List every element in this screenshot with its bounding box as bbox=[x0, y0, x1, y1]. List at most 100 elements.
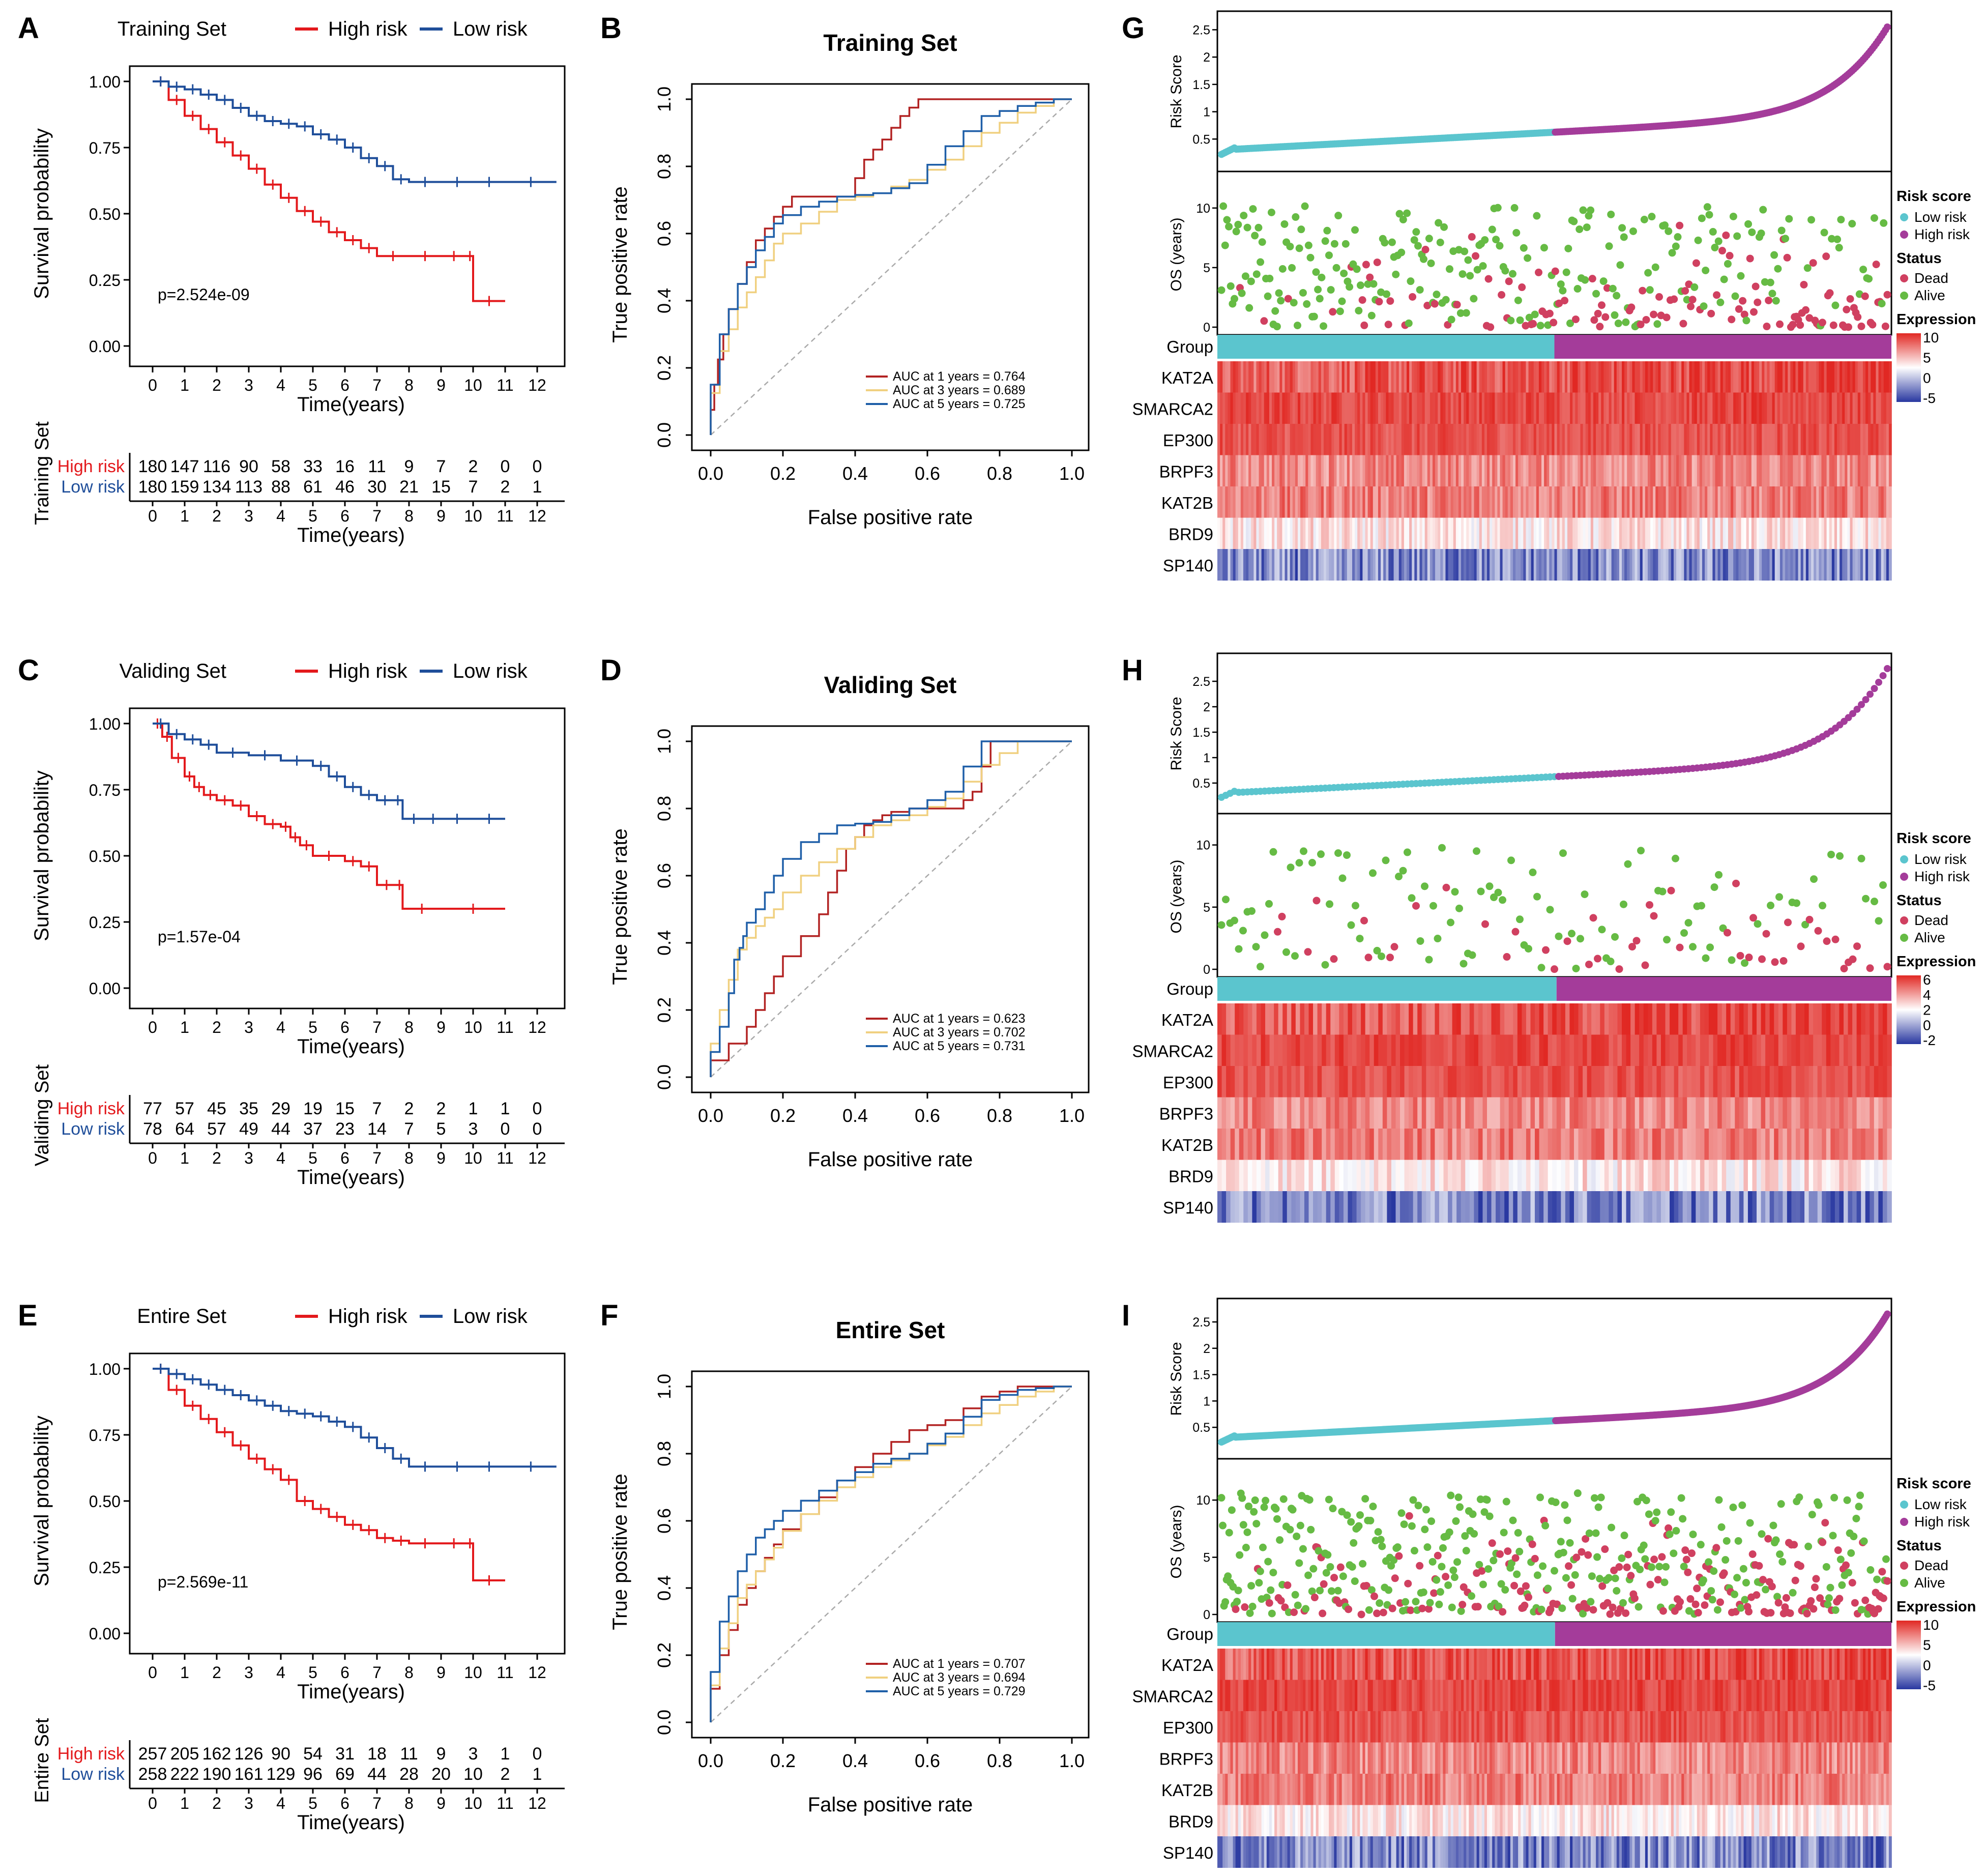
heatmap-cell bbox=[1339, 486, 1343, 518]
heatmap-cell bbox=[1404, 1160, 1409, 1192]
heatmap-cell bbox=[1622, 486, 1625, 518]
heatmap-cell bbox=[1343, 1034, 1349, 1066]
os-point-alive bbox=[1447, 315, 1455, 324]
os-point-alive bbox=[1744, 220, 1753, 228]
heatmap-cell bbox=[1840, 392, 1843, 424]
os-point-alive bbox=[1340, 269, 1348, 277]
heatmap-cell bbox=[1852, 486, 1856, 518]
heatmap-cell bbox=[1573, 1191, 1579, 1223]
heatmap-cell bbox=[1746, 517, 1749, 550]
heatmap-cell bbox=[1375, 455, 1379, 487]
heatmap-cell bbox=[1228, 549, 1231, 581]
heatmap-cell bbox=[1505, 549, 1508, 581]
heatmap-cell bbox=[1533, 361, 1537, 393]
heatmap-cell bbox=[1746, 361, 1749, 393]
y-tick-label: 2 bbox=[1203, 1342, 1210, 1356]
heatmap-cell bbox=[1843, 1003, 1849, 1035]
heatmap-cell bbox=[1492, 392, 1496, 424]
heatmap-cell bbox=[1339, 361, 1343, 393]
heatmap-cell bbox=[1656, 1191, 1661, 1223]
heatmap-cell bbox=[1387, 1097, 1392, 1129]
heatmap-cell bbox=[1650, 486, 1653, 518]
os-point-alive bbox=[1706, 943, 1714, 951]
x-tick-label: 4 bbox=[276, 1018, 285, 1036]
heatmap-cell bbox=[1715, 549, 1718, 581]
heatmap-cell bbox=[1360, 424, 1363, 455]
os-point-alive bbox=[1710, 883, 1718, 891]
heatmap-cell bbox=[1369, 1160, 1375, 1192]
heatmap-cell bbox=[1834, 361, 1837, 393]
heatmap-cell bbox=[1285, 486, 1288, 518]
heatmap-cell bbox=[1842, 486, 1846, 518]
heatmap-cell bbox=[1500, 392, 1503, 424]
heatmap-cell bbox=[1761, 1003, 1766, 1035]
heatmap-cell bbox=[1759, 392, 1762, 424]
heatmap-cell bbox=[1861, 1066, 1866, 1098]
heatmap-cell bbox=[1217, 1034, 1222, 1066]
heatmap-cell bbox=[1352, 361, 1355, 393]
heatmap-cell bbox=[1578, 392, 1581, 424]
heatmap-cell bbox=[1811, 361, 1814, 393]
heatmap-cell bbox=[1564, 517, 1568, 550]
heatmap-cell bbox=[1738, 517, 1742, 550]
heatmap-cell bbox=[1373, 361, 1376, 393]
heatmap-cell bbox=[1552, 424, 1555, 455]
heatmap-cell bbox=[1290, 361, 1293, 393]
heatmap-cell bbox=[1687, 1160, 1692, 1192]
heatmap-cell bbox=[1731, 549, 1734, 581]
heatmap-cell bbox=[1705, 361, 1708, 393]
heatmap-cell bbox=[1375, 361, 1379, 393]
heatmap-cell bbox=[1536, 486, 1539, 518]
heatmap-cell bbox=[1603, 361, 1607, 393]
heatmap-cell bbox=[1622, 361, 1625, 393]
heatmap-cell bbox=[1800, 1129, 1805, 1160]
heatmap-cell bbox=[1461, 455, 1464, 487]
y-tick-label: 0.5 bbox=[1192, 132, 1210, 147]
heatmap-cell bbox=[1746, 392, 1749, 424]
heatmap-cell bbox=[1422, 392, 1425, 424]
heatmap-cell bbox=[1341, 392, 1345, 424]
heatmap-cell bbox=[1808, 517, 1812, 550]
heatmap-cell bbox=[1702, 486, 1705, 518]
os-point-alive bbox=[1875, 917, 1883, 925]
heatmap-cell bbox=[1624, 517, 1627, 550]
heatmap-cell bbox=[1726, 1160, 1731, 1192]
heatmap-cell bbox=[1539, 1097, 1544, 1129]
heatmap-cell bbox=[1547, 549, 1550, 581]
os-point-dead bbox=[1726, 252, 1734, 260]
heatmap-cell bbox=[1502, 424, 1506, 455]
heatmap-cell bbox=[1778, 1034, 1784, 1066]
heatmap-cell bbox=[1888, 392, 1892, 424]
heatmap-cell bbox=[1778, 1191, 1784, 1223]
heatmap-cell bbox=[1811, 549, 1814, 581]
heatmap-cell bbox=[1640, 361, 1643, 393]
heatmap-cell bbox=[1725, 392, 1729, 424]
heatmap-cell bbox=[1334, 455, 1337, 487]
heatmap-cell bbox=[1269, 1003, 1274, 1035]
heatmap-cell bbox=[1378, 1129, 1383, 1160]
heatmap-cell bbox=[1253, 517, 1257, 550]
heatmap-cell bbox=[1512, 424, 1516, 455]
heatmap-cell bbox=[1386, 517, 1389, 550]
heatmap-cell bbox=[1243, 1160, 1248, 1192]
x-tick-label: 0.8 bbox=[987, 1105, 1012, 1126]
heatmap-cell bbox=[1590, 455, 1594, 487]
heatmap-cell bbox=[1668, 424, 1672, 455]
heatmap-cell bbox=[1769, 1129, 1774, 1160]
heatmap-cell bbox=[1291, 1160, 1296, 1192]
heatmap-cell bbox=[1220, 455, 1223, 487]
heatmap-cell bbox=[1438, 549, 1441, 581]
heatmap-cell bbox=[1500, 455, 1503, 487]
heatmap-cell bbox=[1868, 361, 1872, 393]
heatmap-cell bbox=[1613, 1160, 1618, 1192]
heatmap-cell bbox=[1396, 517, 1399, 550]
heatmap-cell bbox=[1787, 1129, 1792, 1160]
heatmap-cell bbox=[1839, 1066, 1844, 1098]
heatmap-cell bbox=[1655, 455, 1659, 487]
heatmap-cell bbox=[1676, 392, 1679, 424]
heatmap-cell bbox=[1715, 392, 1718, 424]
heatmap-cell bbox=[1261, 1097, 1266, 1129]
heatmap-cell bbox=[1852, 1129, 1857, 1160]
heatmap-cell bbox=[1790, 549, 1794, 581]
heatmap-cell bbox=[1800, 549, 1804, 581]
